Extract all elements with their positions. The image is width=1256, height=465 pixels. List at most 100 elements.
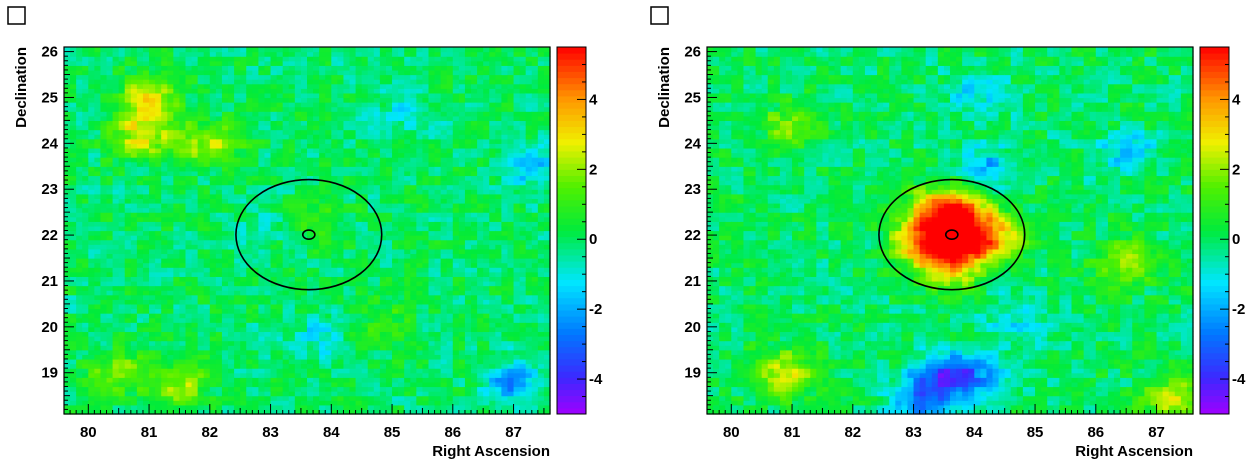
heatmap-cell bbox=[355, 92, 363, 99]
heatmap-cell bbox=[228, 56, 235, 62]
heatmap-cell bbox=[161, 331, 168, 337]
heatmap-cell bbox=[124, 69, 132, 76]
heatmap-cell bbox=[142, 290, 150, 296]
heatmap-cell bbox=[264, 336, 272, 342]
heatmap-cell bbox=[392, 400, 399, 406]
heatmap-cell bbox=[142, 377, 150, 383]
heatmap-cell bbox=[64, 285, 71, 291]
heatmap-cell bbox=[155, 276, 162, 282]
heatmap-cell bbox=[398, 92, 405, 99]
heatmap-cell bbox=[191, 400, 199, 406]
heatmap-cell bbox=[215, 235, 223, 241]
heatmap-cell bbox=[416, 79, 424, 85]
heatmap-cell bbox=[149, 115, 156, 121]
heatmap-cell bbox=[282, 221, 290, 227]
heatmap-cell bbox=[404, 202, 411, 209]
heatmap-cell bbox=[440, 336, 448, 342]
heatmap-cell bbox=[155, 354, 162, 360]
heatmap-cell bbox=[252, 134, 259, 140]
heatmap-cell bbox=[209, 207, 217, 213]
heatmap-cell bbox=[228, 216, 235, 222]
heatmap-cell bbox=[228, 381, 235, 388]
heatmap-cell bbox=[276, 189, 284, 195]
heatmap-cell bbox=[130, 235, 138, 241]
heatmap-cell bbox=[307, 336, 314, 342]
heatmap-cell bbox=[294, 69, 302, 76]
heatmap-cell bbox=[385, 106, 393, 112]
heatmap-cell bbox=[203, 409, 211, 415]
heatmap-cell bbox=[313, 88, 320, 94]
heatmap-cell bbox=[246, 134, 253, 140]
heatmap-cell bbox=[215, 152, 223, 158]
heatmap-cell bbox=[404, 74, 411, 80]
heatmap-cell bbox=[404, 51, 411, 57]
heatmap-cell bbox=[88, 336, 95, 342]
heatmap-cell bbox=[191, 147, 199, 154]
heatmap-cell bbox=[167, 363, 174, 369]
heatmap-cell bbox=[203, 166, 211, 172]
heatmap-cell bbox=[167, 253, 174, 259]
heatmap-cell bbox=[300, 143, 308, 149]
heatmap-cell bbox=[264, 354, 272, 360]
heatmap-cell bbox=[367, 124, 375, 131]
heatmap-cell bbox=[161, 280, 168, 287]
heatmap-cell bbox=[264, 313, 272, 319]
heatmap-cell bbox=[161, 115, 168, 121]
heatmap-cell bbox=[185, 363, 193, 369]
heatmap-cell bbox=[276, 267, 284, 273]
heatmap-cell bbox=[300, 386, 308, 392]
heatmap-cell bbox=[294, 258, 302, 264]
heatmap-cell bbox=[428, 280, 436, 287]
heatmap-cell bbox=[179, 202, 187, 209]
heatmap-cell bbox=[112, 336, 120, 342]
heatmap-cell bbox=[398, 79, 405, 85]
heatmap-cell bbox=[270, 51, 278, 57]
heatmap-cell bbox=[307, 377, 314, 383]
heatmap-cell bbox=[209, 129, 217, 135]
heatmap-cell bbox=[76, 294, 83, 300]
heatmap-cell bbox=[112, 349, 120, 355]
heatmap-cell bbox=[392, 221, 399, 227]
heatmap-cell bbox=[313, 409, 320, 415]
heatmap-cell bbox=[349, 47, 357, 53]
heatmap-cell bbox=[142, 409, 150, 415]
heatmap-cell bbox=[379, 308, 387, 314]
heatmap-cell bbox=[434, 180, 442, 186]
heatmap-cell bbox=[300, 69, 308, 76]
heatmap-cell bbox=[246, 336, 253, 342]
heatmap-cell bbox=[258, 248, 266, 255]
heatmap-cell bbox=[112, 216, 120, 222]
heatmap-cell bbox=[100, 193, 108, 199]
heatmap-cell bbox=[161, 391, 168, 397]
heatmap-cell bbox=[70, 115, 77, 121]
heatmap-cell bbox=[385, 336, 393, 342]
heatmap-cell bbox=[331, 271, 338, 277]
heatmap-cell bbox=[100, 326, 108, 333]
heatmap-cell bbox=[185, 358, 193, 365]
heatmap-cell bbox=[155, 404, 162, 411]
heatmap-cell bbox=[300, 51, 308, 57]
heatmap-cell bbox=[155, 386, 162, 392]
heatmap-cell bbox=[215, 244, 223, 250]
heatmap-cell bbox=[325, 106, 332, 112]
heatmap-cell bbox=[136, 157, 144, 163]
heatmap-cell bbox=[361, 262, 369, 268]
heatmap-cell bbox=[276, 400, 284, 406]
heatmap-cell bbox=[100, 147, 108, 154]
heatmap-cell bbox=[246, 267, 253, 273]
heatmap-cell bbox=[373, 175, 381, 181]
heatmap-cell bbox=[307, 120, 314, 126]
heatmap-cell bbox=[88, 83, 95, 89]
heatmap-cell bbox=[228, 303, 235, 310]
heatmap-cell bbox=[203, 303, 211, 310]
heatmap-cell bbox=[300, 377, 308, 383]
heatmap-cell bbox=[240, 221, 247, 227]
heatmap-cell bbox=[64, 290, 71, 296]
heatmap-cell bbox=[136, 193, 144, 199]
heatmap-cell bbox=[258, 60, 266, 66]
heatmap-cell bbox=[142, 102, 150, 108]
heatmap-cell bbox=[422, 377, 430, 383]
heatmap-cell bbox=[398, 267, 405, 273]
heatmap-cell bbox=[258, 363, 266, 369]
heatmap-cell bbox=[264, 170, 272, 177]
